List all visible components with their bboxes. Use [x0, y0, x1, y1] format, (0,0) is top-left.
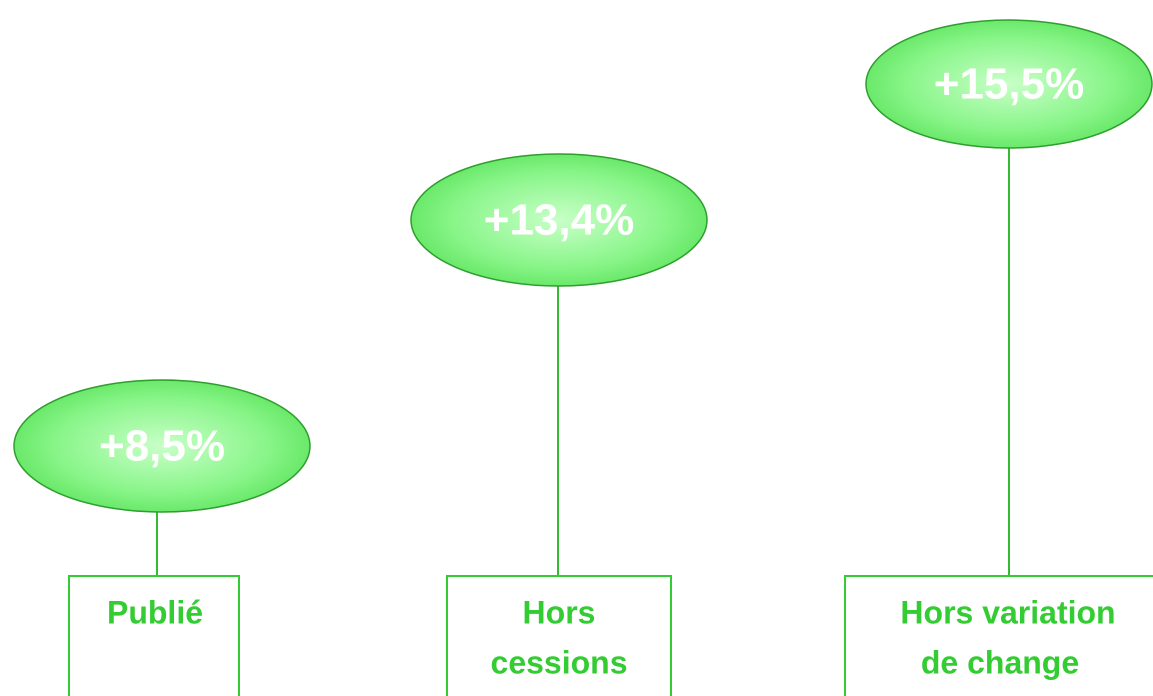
value: +13,4% — [484, 196, 634, 245]
value-oval — [865, 19, 1153, 149]
node: Publié +8,5% — [13, 379, 311, 696]
node: Hors cessions +13,4% — [410, 153, 708, 696]
label: Hors — [523, 594, 596, 630]
node: Hors variation de change +15,5% — [844, 19, 1153, 696]
value-oval — [13, 379, 311, 513]
label: Hors variation — [900, 594, 1115, 630]
value-oval — [410, 153, 708, 287]
label: Publié — [107, 594, 203, 630]
value: +15,5% — [934, 60, 1084, 109]
label: de change — [921, 644, 1079, 680]
label-box — [446, 575, 672, 696]
label-box — [844, 575, 1153, 696]
value: +8,5% — [99, 422, 225, 471]
label: cessions — [491, 644, 628, 680]
label-box — [68, 575, 240, 696]
